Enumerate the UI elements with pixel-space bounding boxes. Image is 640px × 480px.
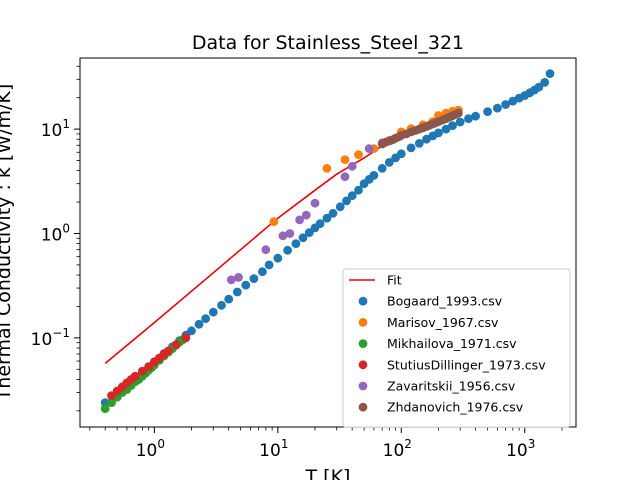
data-point (278, 231, 288, 241)
data-point (285, 229, 295, 238)
data-point (201, 314, 211, 323)
series-5 (377, 108, 463, 149)
legend-marker (358, 296, 368, 306)
data-point (301, 210, 311, 220)
data-point (226, 275, 236, 285)
legend-box (342, 268, 571, 428)
y-axis-label: Thermal Conductivity : k [W/m/K] (0, 84, 15, 402)
data-point (217, 300, 226, 310)
legend-marker (358, 360, 368, 370)
points-layer (100, 69, 555, 413)
data-point (322, 213, 332, 223)
data-point (454, 108, 463, 118)
data-point (269, 217, 279, 227)
data-point (448, 121, 457, 130)
legend-marker (358, 318, 368, 327)
data-point (347, 191, 357, 201)
data-point (232, 287, 242, 297)
data-point (396, 149, 406, 159)
data-point (471, 111, 480, 121)
data-point (328, 208, 338, 218)
x-tick-label: 102 (383, 437, 412, 461)
legend-marker (358, 339, 368, 348)
data-point (138, 366, 147, 376)
legend-label: Marisov_1967.csv (387, 315, 499, 330)
legend: Fit Bogaard_1993.csv Marisov_1967.csv Mikha… (342, 268, 571, 428)
data-point (310, 198, 320, 208)
y-tick-label: 100 (41, 221, 70, 245)
data-point (100, 404, 110, 413)
data-point (261, 245, 271, 255)
data-point (377, 164, 387, 173)
data-point (264, 260, 274, 270)
data-point (315, 219, 325, 229)
data-point (208, 307, 218, 317)
data-point (322, 164, 332, 173)
data-point (540, 78, 550, 87)
data-point (340, 172, 350, 182)
legend-label: Bogaard_1993.csv (387, 294, 503, 309)
data-point (406, 143, 416, 153)
data-point (384, 158, 394, 167)
data-point (295, 215, 304, 225)
x-axis: 100 101 102 103 (89, 427, 563, 461)
data-point (434, 128, 443, 138)
data-point (354, 185, 363, 195)
data-point (187, 326, 196, 336)
data-point (364, 144, 374, 154)
x-axis-label: T [K] (305, 466, 351, 480)
data-point (340, 155, 350, 165)
data-point (501, 100, 510, 109)
data-point (493, 103, 502, 113)
data-point (342, 196, 351, 206)
legend-marker (358, 381, 368, 391)
data-point (224, 294, 234, 304)
data-point (464, 114, 473, 123)
data-point (194, 319, 204, 329)
data-point (273, 253, 283, 263)
plot-frame (79, 57, 577, 428)
data-point (130, 371, 140, 381)
data-point (545, 69, 555, 78)
series-3 (107, 333, 191, 400)
data-point (171, 340, 181, 350)
data-point (534, 82, 544, 92)
data-point (234, 273, 243, 282)
series-4 (226, 138, 387, 285)
legend-label: Zavaritskii_1956.csv (387, 379, 516, 394)
data-point (414, 139, 424, 148)
y-axis: 10−1 100 101 (31, 65, 80, 412)
data-point (441, 124, 451, 134)
data-point (291, 239, 301, 249)
data-point (249, 274, 259, 283)
data-point (354, 150, 363, 160)
y-tick-label: 101 (41, 117, 70, 141)
legend-label: Mikhailova_1971.csv (387, 336, 517, 351)
data-point (107, 398, 116, 407)
chart-title: Data for Stainless_Steel_321 (192, 32, 464, 54)
data-point (369, 171, 379, 180)
data-point (164, 346, 173, 356)
x-tick-label: 101 (259, 437, 288, 461)
data-point (335, 202, 345, 212)
data-point (347, 161, 357, 171)
plot-area (100, 69, 555, 413)
data-point (258, 267, 267, 277)
data-point (283, 245, 292, 255)
data-point (483, 107, 492, 116)
legend-label: Zhdanovich_1976.csv (387, 400, 524, 415)
y-tick-label: 10−1 (31, 326, 70, 350)
x-tick-label: 100 (136, 437, 165, 461)
legend-label: StutiusDillinger_1973.csv (387, 357, 546, 372)
data-point (455, 117, 465, 127)
data-point (241, 280, 251, 290)
data-point (181, 333, 191, 343)
legend-marker (358, 402, 368, 412)
legend-label: Fit (387, 273, 402, 288)
data-point (298, 233, 308, 243)
x-tick-label: 103 (506, 437, 535, 461)
